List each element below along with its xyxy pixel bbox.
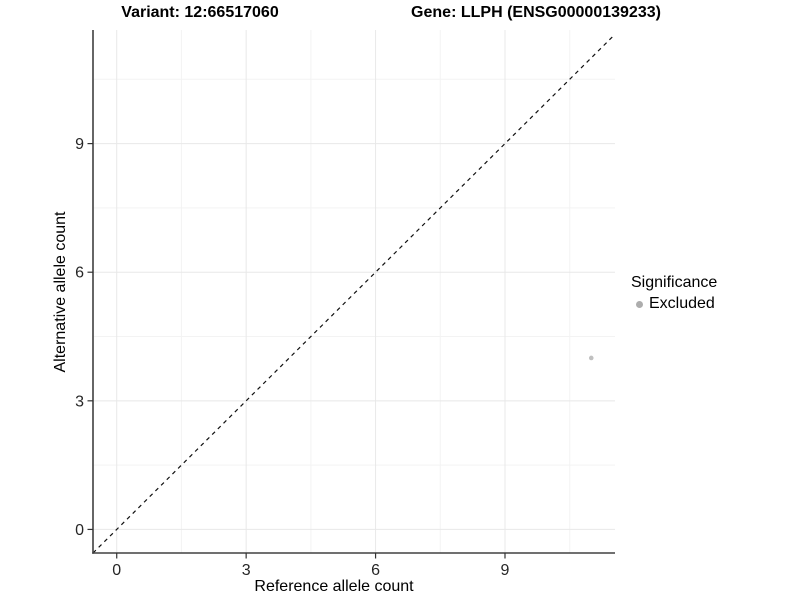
- data-point-excluded: [588, 355, 594, 361]
- legend-item-excluded: Excluded: [631, 295, 717, 313]
- x-tick-label: 6: [371, 562, 380, 579]
- x-tick-label: 0: [112, 562, 121, 579]
- x-axis-title: Reference allele count: [254, 578, 414, 595]
- legend-item-label: Excluded: [649, 295, 715, 312]
- legend: Significance Excluded: [631, 274, 717, 313]
- plot-title-variant: Variant: 12:66517060: [121, 4, 279, 21]
- plot-title-gene: Gene: LLPH (ENSG00000139233): [411, 4, 661, 21]
- x-tick-label: 3: [242, 562, 251, 579]
- identity-dashed-line: [92, 33, 616, 554]
- y-axis-title: Alternative allele count: [52, 211, 69, 373]
- y-tick-label: 3: [75, 393, 84, 410]
- y-tick-label: 6: [75, 265, 84, 282]
- legend-title: Significance: [631, 274, 718, 291]
- y-tick-label: 0: [75, 522, 84, 539]
- x-tick-label: 9: [501, 562, 510, 579]
- y-tick-label: 9: [75, 136, 84, 153]
- excluded-point-icon: [636, 300, 643, 308]
